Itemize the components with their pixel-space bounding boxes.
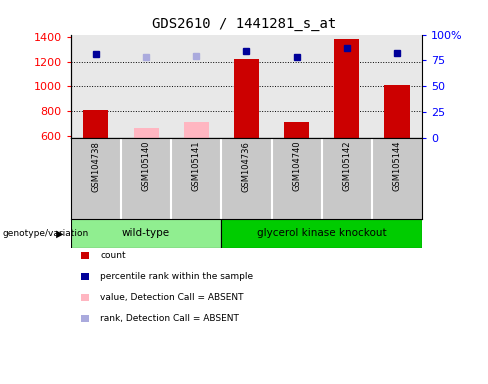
Text: wild-type: wild-type	[122, 228, 170, 238]
Bar	[183, 122, 209, 138]
Text: percentile rank within the sample: percentile rank within the sample	[100, 272, 253, 281]
Bar	[134, 128, 159, 138]
Bar	[385, 85, 409, 138]
Text: value, Detection Call = ABSENT: value, Detection Call = ABSENT	[100, 293, 244, 302]
Bar	[83, 110, 108, 138]
Bar	[284, 122, 309, 138]
Text: GSM105141: GSM105141	[192, 141, 201, 191]
Text: genotype/variation: genotype/variation	[2, 229, 89, 238]
Bar	[71, 219, 222, 248]
Text: GSM104736: GSM104736	[242, 141, 251, 192]
Bar	[334, 39, 359, 138]
Bar	[222, 219, 422, 248]
Text: count: count	[100, 251, 126, 260]
Bar	[234, 59, 259, 138]
Text: GSM104738: GSM104738	[91, 141, 101, 192]
Text: GDS2610 / 1441281_s_at: GDS2610 / 1441281_s_at	[152, 17, 336, 31]
Text: ▶: ▶	[53, 228, 63, 238]
Text: GSM105144: GSM105144	[392, 141, 402, 191]
Text: rank, Detection Call = ABSENT: rank, Detection Call = ABSENT	[100, 314, 239, 323]
Text: glycerol kinase knockout: glycerol kinase knockout	[257, 228, 386, 238]
Text: GSM105142: GSM105142	[342, 141, 351, 191]
Text: GSM105140: GSM105140	[142, 141, 151, 191]
Text: GSM104740: GSM104740	[292, 141, 301, 191]
